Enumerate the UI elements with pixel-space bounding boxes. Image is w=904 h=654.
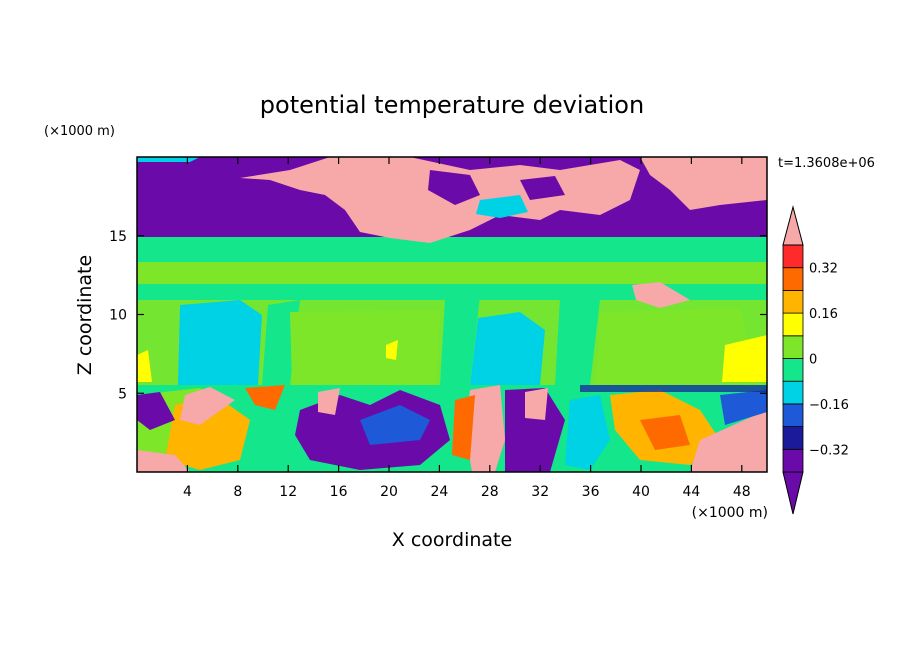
time-label: t=1.3608e+06 (778, 156, 875, 171)
colorbar-swatch (782, 380, 804, 405)
x-tick-label: 24 (430, 484, 448, 500)
purple-hole-b (520, 176, 565, 200)
x-tick-label: 4 (183, 484, 192, 500)
z-tick-label: 5 (118, 386, 127, 402)
lower-cyan-right (565, 395, 610, 470)
yellow-dot (386, 340, 398, 360)
green-block-right (596, 308, 760, 385)
colorbar: 0.32 0.16 0 −0.16 −0.32 (782, 205, 849, 515)
cyan-column-left (178, 300, 262, 385)
purple-hole-a (428, 170, 480, 205)
z-axis-label: Z coordinate (74, 255, 96, 375)
x-tick-label: 12 (279, 484, 297, 500)
lower-pink-e (525, 388, 548, 420)
x-tick-label: 28 (481, 484, 499, 500)
lower-pink-c (318, 388, 340, 415)
z-axis: 5 10 15 (109, 229, 767, 402)
x-tick-label: 32 (531, 484, 549, 500)
colorbar-swatch (782, 335, 804, 359)
colorbar-swatch (782, 448, 804, 473)
x-tick-label: 8 (233, 484, 242, 500)
middle-layer-green-band (137, 262, 767, 284)
z-tick-label: 15 (109, 229, 127, 245)
colorbar-swatch (782, 244, 804, 269)
lower-red-a (245, 385, 285, 410)
cyan-column-center (470, 312, 545, 385)
teal-column-c (555, 298, 600, 385)
yellow-patch-right (722, 335, 767, 382)
x-tick-label: 48 (733, 484, 751, 500)
contour-field (137, 157, 767, 472)
colorbar-label: 0.32 (809, 262, 838, 277)
colorbar-swatch (782, 289, 804, 314)
pink-patch-upper-right (640, 157, 767, 210)
yellow-patch-left (137, 350, 152, 382)
x-tick-label: 40 (632, 484, 650, 500)
lower-pink-d (465, 385, 505, 472)
chart-title: potential temperature deviation (260, 91, 644, 119)
cyan-strip-top (137, 157, 200, 162)
lower-orange-d (452, 395, 475, 460)
pink-patch-middle (632, 282, 690, 308)
lower-pink-right (690, 410, 767, 472)
lower-red-right (640, 415, 690, 450)
lower-purple-left (137, 392, 175, 430)
colorbar-extend-high (782, 205, 804, 246)
lower-dark-strip (580, 385, 767, 392)
x-axis-label: X coordinate (392, 529, 512, 551)
colorbar-label: −0.16 (809, 398, 849, 413)
green-block-left (290, 310, 440, 385)
x-unit-label: (×1000 m) (692, 505, 768, 521)
x-tick-label: 16 (330, 484, 348, 500)
lower-blue-center (360, 405, 430, 445)
x-axis: 4 8 12 16 20 24 28 32 36 40 44 48 (183, 157, 751, 500)
colorbar-label: −0.32 (809, 443, 849, 458)
x-tick-label: 20 (380, 484, 398, 500)
z-unit-label: (×1000 m) (44, 124, 115, 139)
lower-purple-right-center (505, 388, 565, 472)
x-tick-label: 44 (682, 484, 700, 500)
x-tick-label: 36 (582, 484, 600, 500)
lower-pink-b (137, 450, 190, 472)
colorbar-label: 0.16 (809, 307, 838, 322)
z-tick-label: 10 (109, 308, 127, 324)
colorbar-swatch (782, 426, 804, 450)
teal-column-b (440, 296, 480, 385)
lower-pink-a (180, 387, 235, 425)
cyan-hole-upper (476, 195, 528, 218)
lower-blue-right (720, 390, 767, 425)
colorbar-label: 0 (809, 353, 817, 368)
colorbar-swatch (782, 312, 804, 337)
colorbar-swatch (782, 267, 804, 291)
colorbar-swatch (782, 358, 804, 382)
colorbar-extend-low (782, 471, 804, 515)
colorbar-swatch (782, 403, 804, 427)
